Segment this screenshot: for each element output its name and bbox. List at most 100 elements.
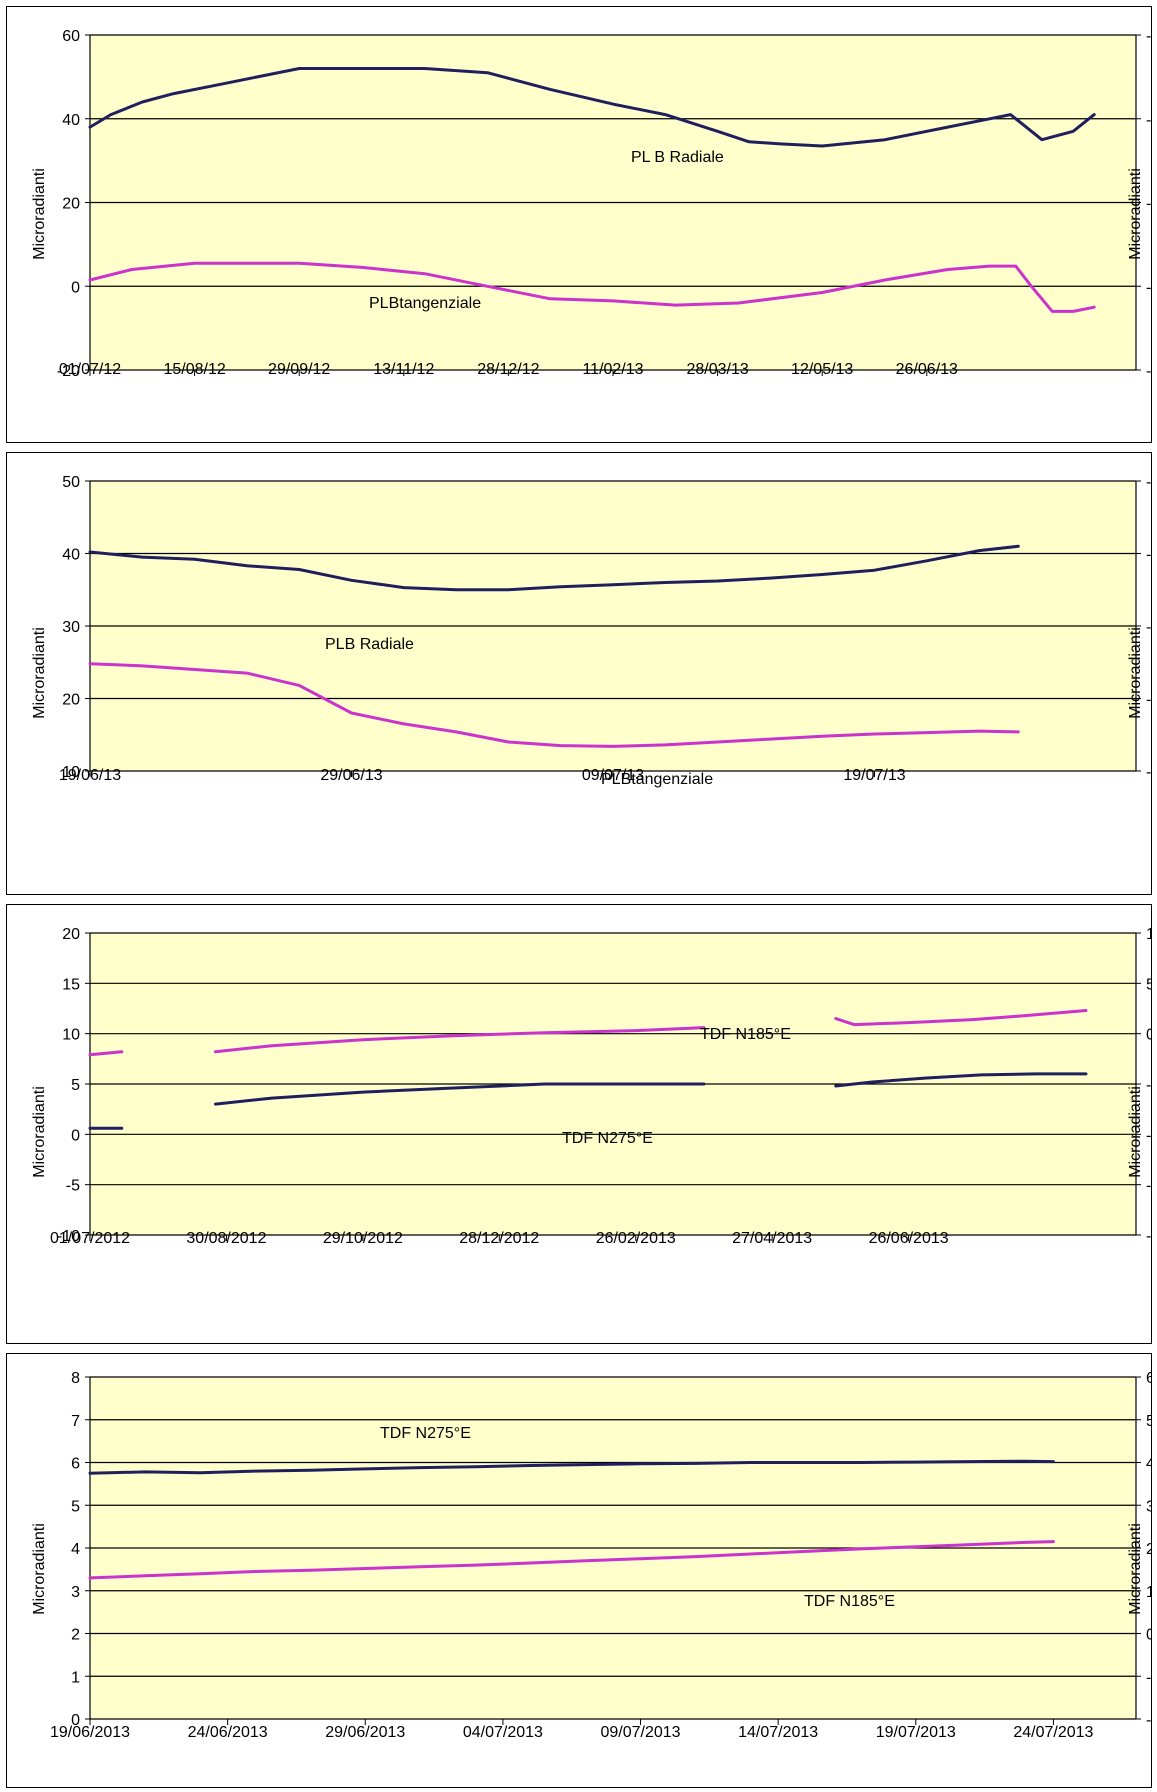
- chart-panel-2: 50 -80 40 -90 30 -100 20 -110 10 -120 19/06/13 29/0…: [6, 452, 1152, 895]
- y-left-label: Microradianti: [31, 168, 48, 260]
- series-line-0: [88, 544, 1020, 592]
- x-tick-label: 19/07/2013: [876, 1724, 956, 1741]
- annotation-plb-tangenziale: PLBtangenziale: [601, 771, 713, 788]
- y-left-tick-label: 1: [71, 1669, 80, 1686]
- x-tick-label: 29/06/2013: [325, 1724, 405, 1741]
- y-right-tick-label: -80: [1146, 474, 1151, 491]
- x-tick-label: 28/12/12: [477, 361, 539, 378]
- y-left-tick-label: -5: [66, 1178, 80, 1195]
- y-left-tick-label: -20: [57, 363, 80, 380]
- x-tick-label: 30/08/2012: [186, 1230, 266, 1247]
- chart-panel-3: 20 10 15 5 10 0 5 -5 0 -10 -5 -15 -10 -20 01/07/2012 30…: [6, 904, 1152, 1344]
- y-right-label: Microradianti: [1127, 168, 1144, 260]
- x-tick-label: 28/12/2012: [459, 1230, 539, 1247]
- y-right-tick-label: -20: [1146, 1228, 1151, 1245]
- y-right-tick-label: -110: [1146, 279, 1151, 296]
- x-tick-label: 13/11/12: [373, 361, 434, 378]
- y-left-tick-label: 0: [71, 1127, 80, 1144]
- x-tick-label: 26/02/2013: [596, 1230, 676, 1247]
- y-left-tick-label: -10: [57, 1228, 80, 1245]
- annotation-tdf-n275e: TDF N275°E: [562, 1130, 653, 1147]
- x-tick-label: 27/04/2013: [732, 1230, 812, 1247]
- y-left-tick-label: 0: [71, 279, 80, 296]
- y-left-tick-label: 3: [71, 1584, 80, 1601]
- x-tick-label: 28/03/13: [686, 361, 748, 378]
- x-tick-label: 24/07/2013: [1013, 1724, 1093, 1741]
- x-tick-label: 01/07/2012: [50, 1230, 130, 1247]
- series-line-0: [88, 1050, 124, 1057]
- x-tick-label: 24/06/2013: [188, 1724, 268, 1741]
- series-line-0: [214, 1026, 706, 1054]
- x-tick-label: 04/07/2013: [463, 1724, 543, 1741]
- y-left-tick-label: 10: [62, 764, 80, 781]
- y-right-tick-label: -100: [1146, 619, 1151, 636]
- series-line-1: [214, 1082, 706, 1106]
- x-tick-label: 19/06/2013: [50, 1724, 130, 1741]
- y-left-tick-label: 20: [62, 196, 80, 213]
- y-right-label: Microradianti: [1127, 1523, 1144, 1615]
- y-left-tick-label: 10: [62, 1027, 80, 1044]
- series-line-0: [88, 67, 1096, 148]
- y-left-tick-label: 2: [71, 1627, 80, 1644]
- x-tick-label: 29/10/2012: [323, 1230, 403, 1247]
- y-left-tick-label: 8: [71, 1370, 80, 1387]
- y-right-tick-label: -2: [1146, 1712, 1151, 1729]
- series-line-1: [88, 1540, 1055, 1580]
- y-right-tick-label: -130: [1146, 363, 1151, 380]
- x-tick-label: 29/09/12: [268, 361, 330, 378]
- annotation-plb-tangenziale: PLBtangenziale: [369, 295, 481, 312]
- y-right-tick-label: -90: [1146, 196, 1151, 213]
- y-right-label: Microradianti: [1127, 1086, 1144, 1178]
- y-right-tick-label: -5: [1146, 1077, 1151, 1094]
- chart-4: 8 6 7 5 6 4 5 3 4 2 3 1 2 0 1 -1 0 -2 19/06/2013 24/06/2013…: [31, 1370, 1151, 1741]
- y-left-tick-label: 30: [62, 619, 80, 636]
- y-right-tick-label: 6: [1146, 1370, 1151, 1387]
- series-line-1: [88, 662, 1020, 748]
- x-tick-label: 11/02/13: [582, 361, 643, 378]
- y-left-tick-label: 15: [62, 976, 80, 993]
- x-tick-label: 15/08/12: [163, 361, 225, 378]
- y-right-tick-label: -110: [1146, 692, 1151, 709]
- y-right-tick-label: 10: [1146, 926, 1151, 943]
- y-left-tick-label: 20: [62, 926, 80, 943]
- y-left-tick-label: 40: [62, 547, 80, 564]
- y-right-label: Microradianti: [1127, 627, 1144, 719]
- chart-1: 60 -50 40 -70 20 -90 0 -110 -20 -130 01/07/12 15/08…: [31, 28, 1151, 380]
- x-tick-label: 01/07/12: [59, 361, 121, 378]
- y-left-tick-label: 4: [71, 1541, 80, 1558]
- series-line-1: [88, 261, 1096, 313]
- annotation-tdf-n275e: TDF N275°E: [380, 1425, 471, 1442]
- y-right-tick-label: -70: [1146, 112, 1151, 129]
- y-right-tick-label: 1: [1146, 1584, 1151, 1601]
- annotation-tdf-n185e: TDF N185°E: [700, 1026, 791, 1043]
- y-left-label: Microradianti: [31, 627, 48, 719]
- y-right-tick-label: 0: [1146, 1027, 1151, 1044]
- y-left-tick-label: 0: [71, 1712, 80, 1729]
- x-tick-label: 29/06/13: [320, 767, 382, 784]
- x-tick-label: 19/07/13: [843, 767, 905, 784]
- y-right-tick-label: -90: [1146, 547, 1151, 564]
- x-tick-label: 19/06/13: [59, 767, 121, 784]
- x-tick-label: 09/07/13: [582, 767, 644, 784]
- y-right-tick-label: 0: [1146, 1627, 1151, 1644]
- annotation-plb-radiale: PLB Radiale: [325, 636, 414, 653]
- x-tick-label: 12/05/13: [791, 361, 853, 378]
- chart-panel-1: 60 -50 40 -70 20 -90 0 -110 -20 -130 01/07/12 15/08…: [6, 6, 1152, 443]
- y-left-label: Microradianti: [31, 1523, 48, 1615]
- y-left-tick-label: 40: [62, 112, 80, 129]
- y-right-tick-label: 3: [1146, 1498, 1151, 1515]
- y-left-tick-label: 7: [71, 1413, 80, 1430]
- chart-3: 20 10 15 5 10 0 5 -5 0 -10 -5 -15 -10 -20 01/07/2012 30…: [31, 926, 1151, 1247]
- y-right-tick-label: 5: [1146, 1413, 1151, 1430]
- y-left-tick-label: 50: [62, 474, 80, 491]
- y-left-tick-label: 20: [62, 692, 80, 709]
- y-left-tick-label: 5: [71, 1077, 80, 1094]
- y-right-tick-label: -10: [1146, 1127, 1151, 1144]
- y-left-label: Microradianti: [31, 1086, 48, 1178]
- y-right-tick-label: -120: [1146, 764, 1151, 781]
- series-line-1: [834, 1072, 1088, 1088]
- y-left-tick-label: 5: [71, 1498, 80, 1515]
- chart-2: 50 -80 40 -90 30 -100 20 -110 10 -120 19/06/13 29/0…: [31, 474, 1151, 788]
- chart-panel-4: 8 6 7 5 6 4 5 3 4 2 3 1 2 0 1 -1 0 -2 19/06/2013 24/06/2013…: [6, 1353, 1152, 1788]
- series-line-0: [88, 1459, 1055, 1475]
